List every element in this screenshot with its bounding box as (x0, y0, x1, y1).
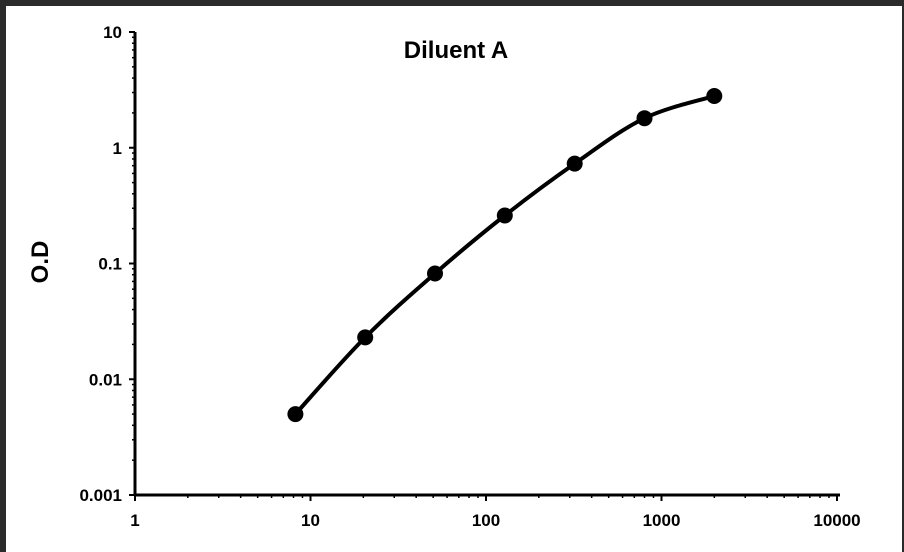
data-point (357, 329, 374, 346)
y-tick-label: 0.01 (89, 370, 122, 389)
y-tick-label: 0.001 (79, 486, 122, 505)
y-tick-label: 10 (103, 23, 122, 42)
series-line (293, 94, 717, 417)
x-tick-label: 100 (472, 511, 500, 530)
data-point (287, 406, 304, 423)
chart-frame: Diluent A O.D 0.001 0.01 0.1 1 10 1 10 100 1000… (6, 6, 902, 552)
data-point (427, 265, 443, 282)
x-tick-label: 10 (301, 511, 320, 530)
data-point (706, 88, 723, 104)
x-tick-label: 10000 (813, 511, 860, 530)
data-points (287, 88, 723, 423)
y-tick-label: 0.1 (98, 255, 122, 274)
y-ticks: 0.001 0.01 0.1 1 10 (79, 23, 135, 505)
x-ticks: 1 10 100 1000 10000 (130, 495, 861, 530)
y-tick-label: 1 (113, 139, 122, 158)
y-axis-label: O.D (27, 241, 54, 284)
x-tick-label: 1 (130, 511, 139, 530)
data-point (496, 207, 513, 224)
data-point (566, 155, 583, 172)
chart-title: Diluent A (404, 37, 508, 64)
chart: Diluent A O.D 0.001 0.01 0.1 1 10 1 10 100 1000… (27, 23, 861, 530)
data-point (636, 110, 653, 127)
x-tick-label: 1000 (643, 511, 681, 530)
